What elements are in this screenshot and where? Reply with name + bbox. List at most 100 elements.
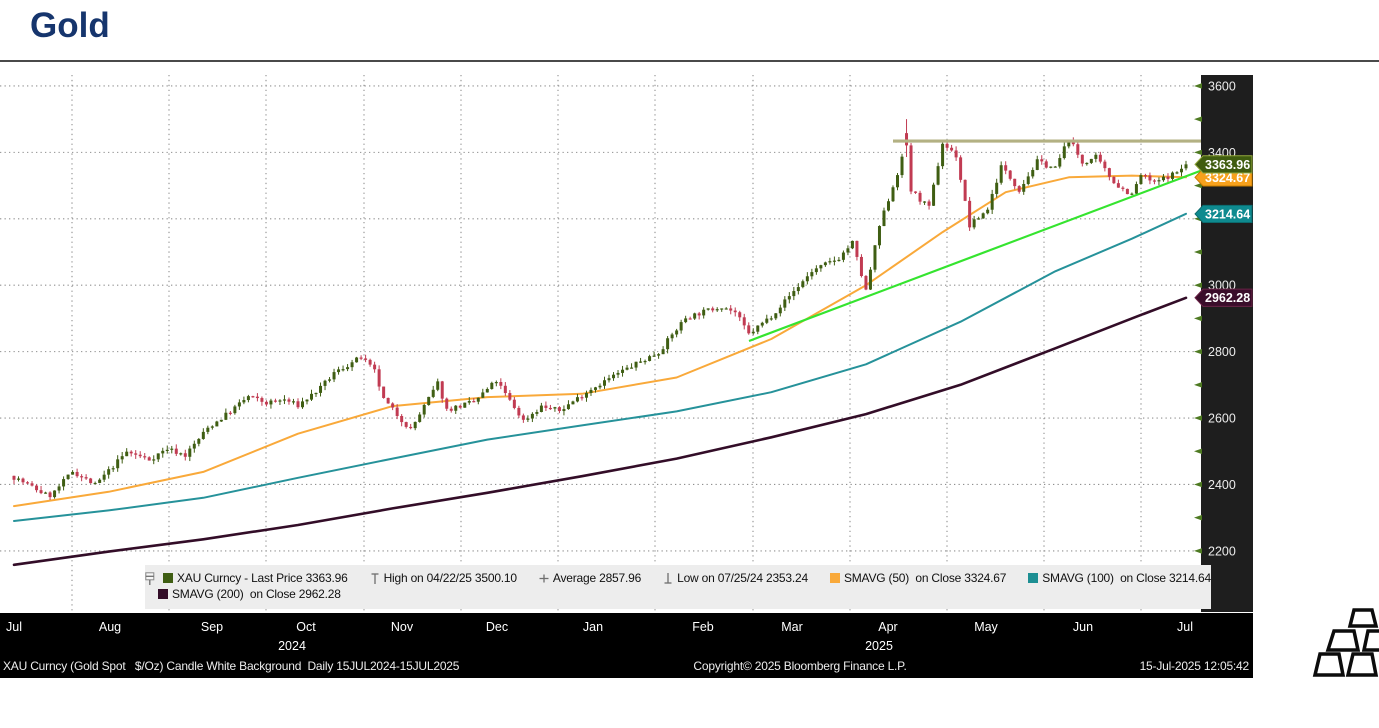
candle-body <box>584 392 588 398</box>
candle-body <box>850 240 854 249</box>
candle-body <box>932 184 936 206</box>
legend-row: XAU Curncy - Last Price 3363.96 High on 0… <box>145 570 1211 586</box>
candle-body <box>30 483 34 486</box>
candle-body <box>706 308 710 310</box>
legend-item: SMAVG (100) on Close 3214.64 <box>1028 571 1211 585</box>
legend-swatch <box>158 589 168 599</box>
candle-body <box>846 248 850 253</box>
candle-body <box>395 407 399 416</box>
candle-body <box>724 308 728 310</box>
candle-body <box>990 193 994 210</box>
legend-label: SMAVG (200) on Close 2962.28 <box>172 587 341 601</box>
candle-body <box>147 457 151 461</box>
candle-body <box>823 262 827 266</box>
candle-body <box>165 449 169 451</box>
candle-body <box>1008 170 1012 179</box>
chart-description: XAU Curncy (Gold Spot $/Oz) Candle White… <box>3 659 460 673</box>
candle-body <box>945 143 949 148</box>
candle-body <box>1085 162 1089 165</box>
candle-body <box>828 261 832 263</box>
candle-body <box>1157 180 1161 182</box>
candle-body <box>630 367 634 369</box>
candle-body <box>183 453 187 457</box>
candle-body <box>747 325 751 334</box>
x-tick-label: Oct <box>296 620 316 634</box>
candle-body <box>539 405 543 412</box>
candle-body <box>972 219 976 228</box>
candle-body <box>143 456 147 458</box>
candle-body <box>39 490 43 494</box>
candle-body <box>1031 169 1035 177</box>
candle-body <box>156 453 160 460</box>
candle-body <box>792 291 796 297</box>
candle-body <box>553 407 557 409</box>
candle-body <box>675 330 679 335</box>
candle-body <box>986 209 990 214</box>
candle-body <box>693 313 697 319</box>
x-tick-label: Mar <box>781 620 803 634</box>
candle-body <box>278 400 282 402</box>
candle-body <box>1076 144 1080 155</box>
candle-body <box>210 426 214 428</box>
candle-body <box>75 471 79 477</box>
candle-body <box>679 322 683 331</box>
y-tick-label: 2800 <box>1208 345 1236 359</box>
candle-body <box>1143 175 1147 177</box>
candle-body <box>977 218 981 220</box>
legend-label: XAU Curncy - Last Price 3363.96 <box>177 571 348 585</box>
candle-body <box>1184 164 1188 169</box>
x-tick-label: Nov <box>391 620 414 634</box>
axis-tick <box>1194 514 1202 521</box>
candle-body <box>954 150 958 158</box>
candle-body <box>1148 175 1152 181</box>
candle-body <box>796 287 800 292</box>
candle-body <box>855 240 859 257</box>
candle-body <box>688 318 692 320</box>
candle-body <box>368 359 372 365</box>
candle-body <box>918 192 922 202</box>
candle-body <box>598 385 602 388</box>
candle-body <box>1134 184 1138 194</box>
candle-body <box>382 386 386 398</box>
candle-body <box>643 360 647 363</box>
candle-body <box>215 421 219 427</box>
candle-body <box>481 392 485 398</box>
candle-body <box>17 478 21 480</box>
candle-body <box>729 308 733 311</box>
candle-body <box>449 408 453 411</box>
candle-body <box>328 379 332 381</box>
candle-body <box>152 459 156 461</box>
candle-body <box>715 309 719 311</box>
candle-body <box>422 404 426 415</box>
y-tick-label: 3600 <box>1208 79 1236 93</box>
candle-body <box>219 419 223 422</box>
candle-body <box>774 313 778 319</box>
candle-body <box>751 331 755 334</box>
candle-body <box>494 382 498 384</box>
candle-body <box>84 477 88 479</box>
sma100-line <box>13 212 1187 522</box>
x-tick-label: Jun <box>1073 620 1093 634</box>
candle-body <box>21 478 25 483</box>
candle-body <box>557 407 561 412</box>
candle-body <box>566 404 570 410</box>
x-tick-label: May <box>974 620 998 634</box>
candle-body <box>621 369 625 373</box>
candle-body <box>319 385 323 393</box>
candle-body <box>102 474 106 480</box>
candle-body <box>562 409 566 412</box>
legend-row: SMAVG (200) on Close 2962.28 <box>145 586 1211 602</box>
candle-body <box>1121 187 1125 189</box>
legend-item: SMAVG (200) on Close 2962.28 <box>158 587 341 601</box>
axis-tick <box>1194 116 1202 122</box>
sma200-line <box>12 296 1188 567</box>
candle-body <box>837 259 841 262</box>
candle-body <box>440 381 444 399</box>
price-tag <box>1194 155 1253 174</box>
candle-body <box>616 372 620 375</box>
axis-tick <box>1194 348 1202 355</box>
candle-body <box>386 397 390 404</box>
candle-body <box>201 431 205 439</box>
status-bar: XAU Curncy (Gold Spot $/Oz) Candle White… <box>0 658 1253 676</box>
candle-body <box>702 309 706 316</box>
